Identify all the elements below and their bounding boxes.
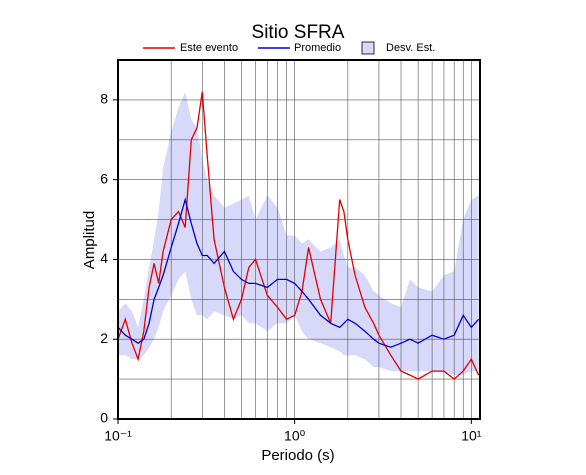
chart-title: Sitio SFRA (252, 22, 345, 43)
x-axis-label: Periodo (s) (261, 447, 334, 464)
x-tick-label: 10⁰ (284, 428, 306, 444)
y-axis-label: Amplitud (81, 211, 98, 269)
legend-label: Promedio (294, 42, 341, 54)
plot-frame (117, 59, 481, 420)
legend-swatch (361, 41, 375, 55)
x-tick-label: 10¹ (461, 428, 482, 444)
series-line (117, 197, 480, 348)
y-tick-label: 0 (100, 410, 108, 426)
series-line (117, 91, 480, 380)
legend-label: Desv. Est. (386, 42, 435, 54)
y-tick-label: 4 (100, 250, 108, 266)
y-tick-label: 6 (100, 170, 108, 186)
x-tick-label: 10⁻¹ (104, 428, 132, 444)
y-tick-label: 8 (100, 91, 108, 107)
legend-label: Este evento (180, 42, 238, 54)
std-band (118, 91, 479, 376)
y-tick-label: 2 (100, 330, 108, 346)
